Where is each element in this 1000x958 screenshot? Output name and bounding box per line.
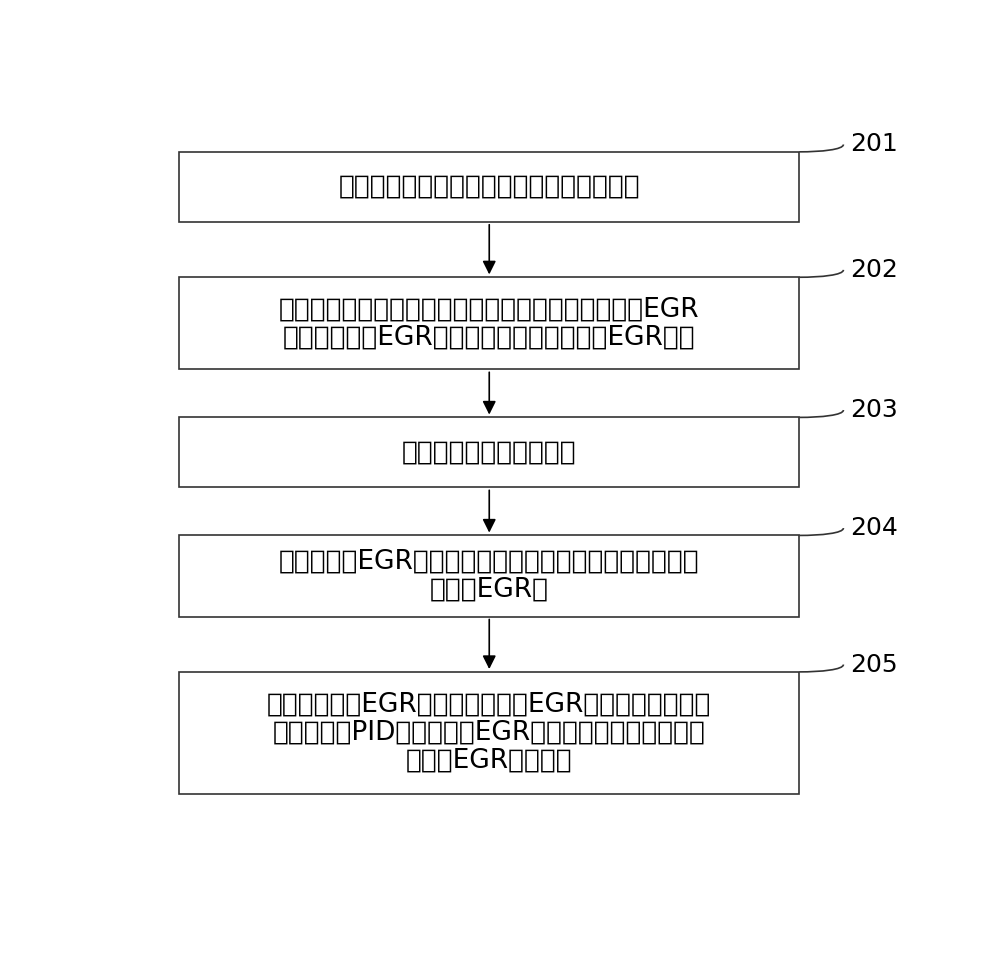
Text: 前实际EGR率: 前实际EGR率 — [430, 577, 549, 603]
Text: 比较当前实际EGR率与当前工况的EGR率设定值，通过比: 比较当前实际EGR率与当前工况的EGR率设定值，通过比 — [267, 692, 711, 718]
Text: 阀开度值查找EGR流量脉谱图获得当前实际EGR流量: 阀开度值查找EGR流量脉谱图获得当前实际EGR流量 — [283, 325, 696, 351]
Text: 获得发动机排气压力与发动机进气压力差值: 获得发动机排气压力与发动机进气压力差值 — [338, 174, 640, 200]
Text: 204: 204 — [850, 516, 898, 540]
Text: 203: 203 — [850, 398, 897, 422]
Text: 例积分微分PID控制对当前EGR阀开度值进行调整，并更: 例积分微分PID控制对当前EGR阀开度值进行调整，并更 — [273, 719, 706, 745]
FancyBboxPatch shape — [179, 152, 799, 222]
Text: 新当前EGR阀开度值: 新当前EGR阀开度值 — [406, 748, 573, 774]
Text: 205: 205 — [850, 652, 897, 676]
Text: 将当前实际EGR流量除以当前工况的总进气量计算获得当: 将当前实际EGR流量除以当前工况的总进气量计算获得当 — [279, 549, 700, 575]
Text: 根据发动机进气压力与发动机排气压力差值以及当前EGR: 根据发动机进气压力与发动机排气压力差值以及当前EGR — [279, 296, 700, 322]
FancyBboxPatch shape — [179, 536, 799, 617]
Text: 获得当前工况的总进气量: 获得当前工况的总进气量 — [402, 440, 577, 466]
FancyBboxPatch shape — [179, 672, 799, 793]
FancyBboxPatch shape — [179, 277, 799, 370]
FancyBboxPatch shape — [179, 418, 799, 488]
Text: 202: 202 — [850, 258, 898, 282]
Text: 201: 201 — [850, 132, 897, 156]
